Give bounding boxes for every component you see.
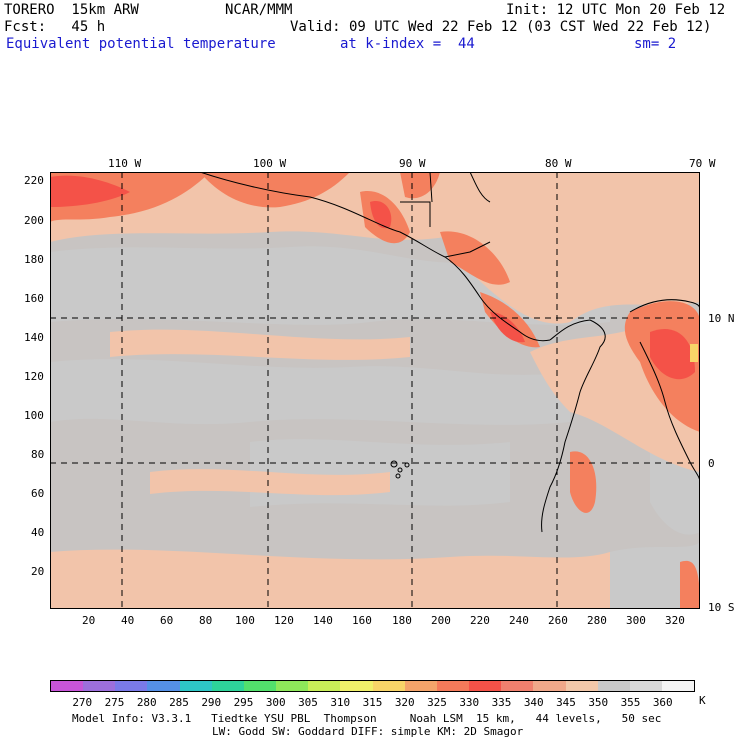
x-tick-160: 160 [352,614,372,627]
lon-label-100w: 100 W [253,157,287,170]
x-tick-60: 60 [160,614,174,627]
colorbar-label: 335 [491,696,512,709]
colorbar-swatch [179,681,212,691]
colorbar-swatch [51,681,84,691]
colorbar-label: 325 [427,696,447,709]
y-tick-180: 180 [24,253,44,266]
colorbar-swatch [308,681,341,691]
y-tick-40: 40 [31,526,45,539]
model-info-line2: LW: Godd SW: Goddard DIFF: simple KM: 2D… [212,725,524,738]
colorbar-swatch [115,681,148,691]
field-title: Equivalent potential temperature [6,36,276,52]
x-tick-320: 320 [665,614,685,627]
y-tick-60: 60 [31,487,45,500]
map-svg [50,172,700,609]
colorbar-swatch [276,681,309,691]
forecast-hour: Fcst: 45 h [4,19,106,35]
x-tick-220: 220 [470,614,490,627]
colorbar [50,680,695,692]
colorbar-swatch [597,681,630,691]
x-tick-100: 100 [235,614,255,627]
x-tick-280: 280 [587,614,607,627]
x-tick-140: 140 [313,614,333,627]
colorbar-unit: K [699,694,706,707]
colorbar-swatch [436,681,470,691]
y-tick-160: 160 [24,292,44,305]
lon-label-110w: 110 W [108,157,142,170]
colorbar-swatch [404,681,437,691]
colorbar-swatch [243,681,277,691]
lon-label-90w: 90 W [399,157,426,170]
init-time: Init: 12 UTC Mon 20 Feb 12 [506,2,726,18]
colorbar-label: 280 [136,696,157,709]
colorbar-swatch [629,681,662,691]
colorbar-label: 345 [556,696,576,709]
x-tick-260: 260 [548,614,568,627]
x-tick-40: 40 [121,614,135,627]
x-tick-200: 200 [431,614,451,627]
field-peak-spot [690,344,698,362]
lat-label-0: 0 [708,457,715,470]
x-tick-180: 180 [392,614,412,627]
theta-e-map [50,172,700,609]
y-tick-20: 20 [31,565,45,578]
field-warm-regions [50,172,700,609]
graticule [50,172,700,609]
field-hot-cores [50,175,695,380]
colorbar-label: 330 [459,696,480,709]
y-tick-80: 80 [31,448,45,461]
colorbar-label: 360 [652,696,673,709]
model-name: TORERO 15km ARW [4,2,139,18]
colorbar-swatch [147,681,180,691]
colorbar-label: 285 [169,696,189,709]
colorbar-label: 295 [233,696,254,709]
x-tick-80: 80 [199,614,213,627]
colorbar-label: 350 [588,696,609,709]
colorbar-swatch [340,681,373,691]
model-info-line1: Model Info: V3.3.1 Tiedtke YSU PBL Thomp… [72,712,662,725]
map-frame [50,172,700,609]
colorbar-label: 305 [298,696,318,709]
colorbar-swatch [372,681,405,691]
smoothing-label: sm= 2 [634,36,677,52]
valid-time: Valid: 09 UTC Wed 22 Feb 12 (03 CST Wed … [290,19,712,35]
colorbar-swatch [501,681,534,691]
coastlines [199,172,700,533]
lon-label-70w: 70 W [689,157,716,170]
lat-label-10n: 10 N [708,312,735,325]
colorbar-label: 270 [72,696,93,709]
lon-label-80w: 80 W [545,157,572,170]
colorbar-label: 320 [394,696,415,709]
y-tick-100: 100 [24,409,44,422]
colorbar-label: 340 [523,696,544,709]
colorbar-label: 315 [362,696,383,709]
colorbar-swatch [211,681,244,691]
level-label: at k-index = 44 [340,36,475,52]
y-tick-140: 140 [24,331,44,344]
x-tick-20: 20 [82,614,96,627]
y-tick-120: 120 [24,370,44,383]
colorbar-label: 310 [330,696,351,709]
colorbar-swatch [469,681,502,691]
colorbar-label: 355 [620,696,641,709]
y-tick-220: 220 [24,174,44,187]
x-tick-300: 300 [626,614,646,627]
colorbar-label: 300 [265,696,286,709]
y-tick-200: 200 [24,214,44,227]
lat-label-10s: 10 S [708,601,735,614]
x-tick-120: 120 [274,614,294,627]
colorbar-swatch [533,681,566,691]
colorbar-label: 275 [104,696,125,709]
colorbar-swatch [83,681,116,691]
colorbar-swatch [661,681,695,691]
org-label: NCAR/MMM [225,2,293,18]
colorbar-swatch [565,681,598,691]
colorbar-label: 290 [201,696,222,709]
x-tick-240: 240 [509,614,529,627]
